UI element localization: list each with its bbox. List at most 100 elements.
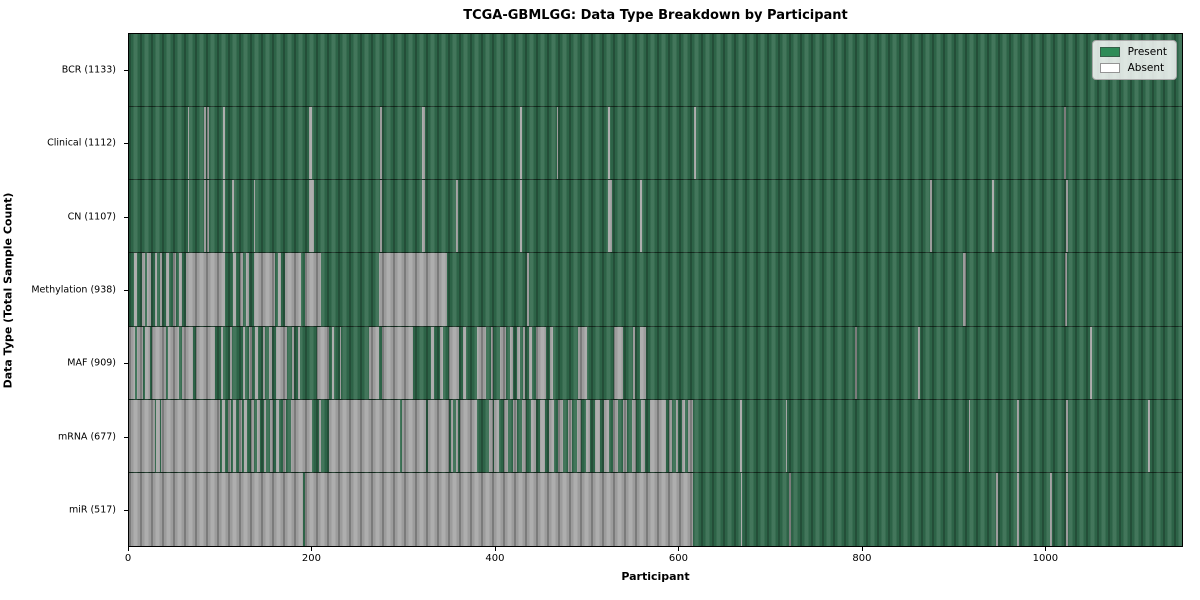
absent-segment xyxy=(255,326,259,399)
absent-segment xyxy=(195,326,216,399)
absent-segment xyxy=(1063,107,1066,180)
absent-segment xyxy=(134,253,138,326)
absent-segment xyxy=(262,326,266,399)
absent-segment xyxy=(693,107,696,180)
x-tick-mark xyxy=(861,547,863,551)
absent-segment xyxy=(530,399,536,472)
absent-segment xyxy=(206,180,209,253)
absent-segment xyxy=(161,399,217,472)
y-tick-mark xyxy=(124,290,128,291)
absent-segment xyxy=(223,107,226,180)
legend-item-absent: Absent xyxy=(1099,62,1167,74)
absent-segment xyxy=(263,399,267,472)
absent-segment xyxy=(379,107,382,180)
absent-segment xyxy=(172,253,176,326)
absent-segment xyxy=(1064,253,1067,326)
y-tick-mark xyxy=(124,363,128,365)
absent-segment xyxy=(155,399,161,472)
absent-segment xyxy=(187,180,190,253)
absent-segment xyxy=(216,399,220,472)
absent-segment xyxy=(639,326,647,399)
y-tick-mark xyxy=(124,510,128,512)
absent-segment xyxy=(614,326,624,399)
absent-segment xyxy=(250,399,254,472)
absent-segment xyxy=(339,326,342,399)
x-tick-label: 200 xyxy=(301,553,322,564)
absent-segment xyxy=(522,326,526,399)
absent-segment xyxy=(455,399,458,472)
absent-segment xyxy=(930,180,933,253)
absent-segment xyxy=(379,180,382,253)
absent-segment xyxy=(613,399,618,472)
absent-segment xyxy=(675,399,679,472)
x-tick-mark xyxy=(1045,547,1047,551)
absent-segment xyxy=(242,326,246,399)
absent-segment xyxy=(422,107,425,180)
absent-segment xyxy=(968,399,971,472)
absent-segment xyxy=(558,399,564,472)
row-clinical xyxy=(129,107,1182,181)
y-tick-mark xyxy=(124,436,128,438)
absent-segment xyxy=(550,326,553,399)
absent-segment xyxy=(154,253,158,326)
absent-segment xyxy=(319,399,322,472)
absent-segment xyxy=(187,107,190,180)
absent-segment xyxy=(275,326,288,399)
absent-segment xyxy=(536,326,546,399)
absent-segment xyxy=(440,326,444,399)
absent-segment xyxy=(521,399,527,472)
row-mir xyxy=(129,472,1182,546)
absent-segment xyxy=(168,326,180,399)
legend-label-absent: Absent xyxy=(1127,62,1165,74)
absent-segment xyxy=(147,253,151,326)
absent-segment xyxy=(304,472,694,546)
chart-title: TCGA-GBMLGG: Data Type Breakdown by Part… xyxy=(463,8,848,23)
absent-segment xyxy=(238,399,242,472)
absent-segment xyxy=(182,326,194,399)
absent-segment xyxy=(604,399,609,472)
absent-segment xyxy=(1065,399,1068,472)
absent-segment xyxy=(309,107,313,180)
absent-segment xyxy=(129,326,136,399)
absent-segment xyxy=(509,326,513,399)
present-swatch xyxy=(1099,47,1120,57)
y-tick-mark xyxy=(124,143,128,145)
absent-segment xyxy=(739,399,742,472)
absent-segment xyxy=(316,326,329,399)
absent-segment xyxy=(455,180,458,253)
x-tick-label: 400 xyxy=(485,553,505,564)
absent-segment xyxy=(269,326,272,399)
y-tick-label: CN (1107) xyxy=(67,211,116,223)
x-tick-mark xyxy=(678,547,680,551)
absent-segment xyxy=(576,399,582,472)
absent-segment xyxy=(204,107,206,180)
absent-segment xyxy=(494,399,499,472)
x-axis-label: Participant xyxy=(621,570,690,583)
absent-segment xyxy=(687,399,694,472)
x-tick-mark xyxy=(494,547,496,551)
absent-segment xyxy=(963,253,966,326)
absent-segment xyxy=(789,472,791,546)
row-cn xyxy=(129,180,1182,254)
absent-segment xyxy=(141,253,145,326)
absent-segment xyxy=(328,399,401,472)
absent-segment xyxy=(179,253,183,326)
legend: Present Absent xyxy=(1091,40,1177,80)
absent-segment xyxy=(499,326,507,399)
absent-segment xyxy=(585,399,591,472)
absent-segment xyxy=(517,326,520,399)
absent-segment xyxy=(291,326,294,399)
absent-segment xyxy=(1065,180,1068,253)
absent-segment xyxy=(1148,399,1150,472)
absent-segment xyxy=(512,399,518,472)
absent-segment xyxy=(529,326,532,399)
legend-label-present: Present xyxy=(1127,46,1167,58)
plot-area: Present Absent xyxy=(128,33,1183,547)
absent-segment xyxy=(669,399,672,472)
absent-segment xyxy=(129,399,155,472)
absent-segment xyxy=(381,326,413,399)
absent-segment xyxy=(992,180,995,253)
absent-segment xyxy=(332,326,335,399)
absent-segment xyxy=(1017,472,1019,546)
absent-segment xyxy=(519,180,522,253)
